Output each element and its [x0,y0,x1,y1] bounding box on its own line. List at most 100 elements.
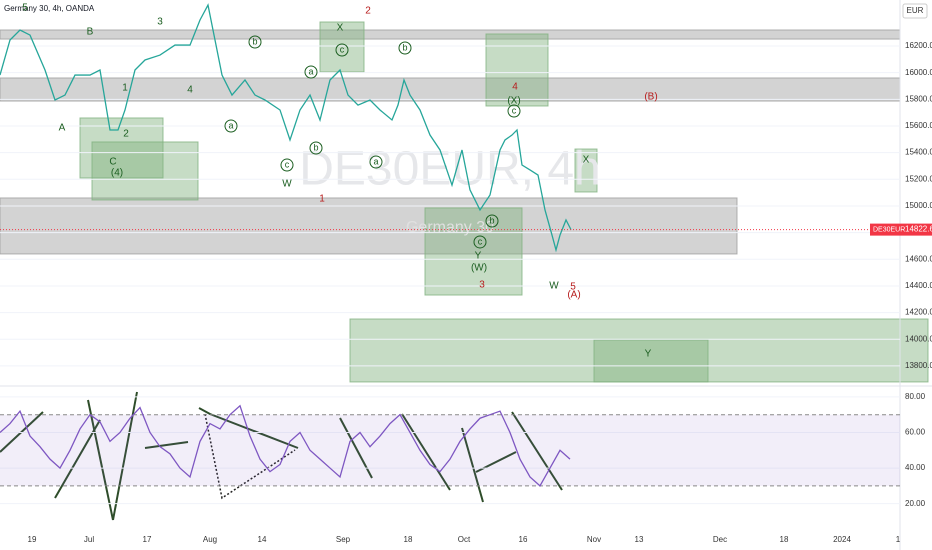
trendline [144,441,189,449]
annotation-circle [309,141,323,155]
currency-box [902,3,928,19]
annotation-circle [485,214,499,228]
annotation: 2 [365,6,371,17]
x-tick-label: 18 [404,535,413,544]
zones [0,21,929,383]
annotation: 4 [187,85,193,96]
trendline [87,399,114,521]
annotation: (X) [507,96,520,107]
annotation: (W) [471,263,487,274]
x-tick-label: 18 [780,535,789,544]
x-tick-label: 17 [143,535,152,544]
last-price-value: 14822.6 [905,225,932,234]
annotation: Y [475,251,482,262]
trendline [511,411,563,491]
annotation: 5 [570,282,576,293]
annotation: a [228,120,233,130]
annotation-circle [507,104,521,118]
last-price-tag [870,223,932,236]
series-line [0,3,572,253]
annotation: (B) [644,92,657,103]
x-tick-label: 14 [258,535,267,544]
y-tick-label: 15000.0 [905,201,932,210]
annotation: A [59,123,66,134]
trendline [54,419,101,499]
annotation: Y [645,349,652,360]
trendline [112,391,138,521]
annotation: 3 [479,280,485,291]
last-price-name: DE30EUR [873,226,905,233]
x-tick-label: 13 [635,535,644,544]
y-tick-label: 15600.0 [905,121,932,130]
annotation: W [282,179,292,190]
y-tick-label: 14000.0 [905,334,932,343]
annotation: a [308,66,313,76]
annotation: (A) [567,290,580,301]
annotation-circle [224,119,238,133]
x-tick-label: Jul [84,535,94,544]
annotation: X [583,155,590,166]
annotation: X [337,23,344,34]
y-tick-label: 20.00 [905,499,926,508]
annotation: a [373,156,378,166]
trendline [475,451,517,473]
x-tick-label: Oct [458,535,471,544]
annotation-circle [398,41,412,55]
annotation: 4 [512,82,518,93]
annotation: C [109,157,116,168]
y-tick-label: 14600.0 [905,254,932,263]
x-tick-label: Aug [203,535,217,544]
zone [319,21,365,73]
annotation: c [285,159,290,169]
x-tick-label: 19 [28,535,37,544]
annotation-circle [304,65,318,79]
watermark: DE30EUR, 4h [299,143,600,196]
y-tick-label: 15400.0 [905,148,932,157]
rsi-band [0,414,900,486]
annotation: 5 [22,3,28,14]
annotation-circle [280,158,294,172]
zone [79,117,164,179]
annotation-circle [369,155,383,169]
y-tick-label: 60.00 [905,428,926,437]
x-tick-label: 1 [896,535,901,544]
x-tick-label: Dec [713,535,727,544]
zone [574,148,598,193]
trendline [401,413,451,491]
zone [91,141,199,201]
trendline [461,427,484,503]
annotation: 1 [319,194,325,205]
x-tick-label: Nov [587,535,601,544]
zone [349,318,929,383]
series-line [0,404,571,487]
annotation: c [340,44,345,54]
y-tick-label: 80.00 [905,392,926,401]
y-tick-label: 13800.0 [905,361,932,370]
zone [593,339,709,383]
annotation: c [478,236,483,246]
annotation: (4) [111,168,123,179]
y-tick-label: 15800.0 [905,94,932,103]
currency: EUR [907,6,924,15]
annotation: 3 [157,17,163,28]
annotation: 2 [123,129,129,140]
annotation-circle [335,43,349,57]
dotted-trendline [204,413,296,500]
annotation: b [489,215,494,225]
watermark-sub: Germany 30 [406,219,494,236]
y-tick-label: 16000.0 [905,68,932,77]
chart-title: Germany 30, 4h, OANDA [4,4,95,13]
x-tick-label: Sep [336,535,351,544]
x-tick-label: 2024 [833,535,851,544]
annotation-circle [248,35,262,49]
zone [0,77,901,102]
x-tick-label: 16 [519,535,528,544]
annotation: b [252,36,257,46]
annotation: b [313,142,318,152]
annotation: W [549,281,559,292]
annotation: b [402,42,407,52]
annotation: c [512,105,517,115]
zone [424,207,523,296]
y-tick-label: 16200.0 [905,41,932,50]
